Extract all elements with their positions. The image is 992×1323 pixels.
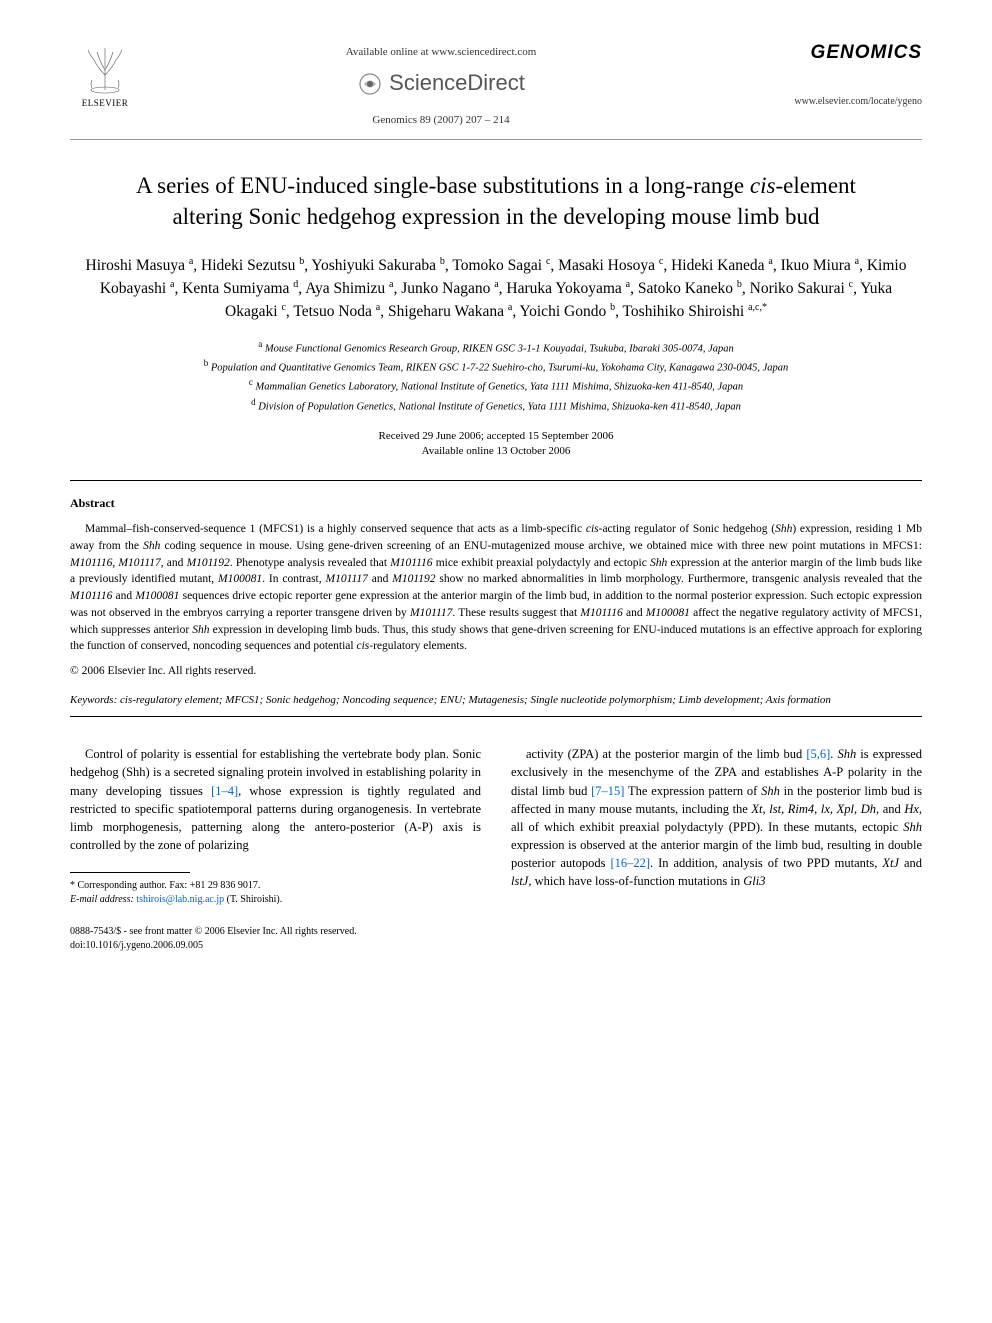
affiliation-item: a Mouse Functional Genomics Research Gro… [70, 338, 922, 357]
journal-reference: Genomics 89 (2007) 207 – 214 [140, 113, 742, 128]
body-para-2: activity (ZPA) at the posterior margin o… [511, 745, 922, 890]
header-right: GENOMICS www.elsevier.com/locate/ygeno [742, 40, 922, 109]
received-date: Received 29 June 2006; accepted 15 Septe… [70, 429, 922, 444]
sciencedirect-text: ScienceDirect [389, 68, 525, 99]
affiliation-item: d Division of Population Genetics, Natio… [70, 396, 922, 415]
authors-list: Hiroshi Masuya a, Hideki Sezutsu b, Yosh… [80, 254, 912, 324]
affiliation-item: b Population and Quantitative Genomics T… [70, 357, 922, 376]
available-online-text: Available online at www.sciencedirect.co… [140, 45, 742, 60]
email-line: E-mail address: tshirois@lab.nig.ac.jp (… [70, 893, 481, 907]
abstract-copyright: © 2006 Elsevier Inc. All rights reserved… [70, 663, 922, 679]
email-address[interactable]: tshirois@lab.nig.ac.jp [136, 894, 224, 905]
body-para-1: Control of polarity is essential for est… [70, 745, 481, 854]
journal-name: GENOMICS [742, 40, 922, 67]
footnotes: * Corresponding author. Fax: +81 29 836 … [70, 879, 481, 907]
column-left: Control of polarity is essential for est… [70, 745, 481, 953]
journal-url: www.elsevier.com/locate/ygeno [742, 95, 922, 109]
affiliation-item: c Mammalian Genetics Laboratory, Nationa… [70, 376, 922, 395]
sciencedirect-icon [357, 71, 383, 97]
sciencedirect-logo: ScienceDirect [140, 68, 742, 99]
email-label: E-mail address: [70, 894, 134, 905]
keywords: Keywords: cis-regulatory element; MFCS1;… [70, 693, 922, 708]
header-rule [70, 139, 922, 140]
email-suffix: (T. Shiroishi). [227, 894, 283, 905]
elsevier-label: ELSEVIER [70, 97, 140, 110]
elsevier-tree-icon [80, 40, 130, 95]
column-right: activity (ZPA) at the posterior margin o… [511, 745, 922, 953]
header-center: Available online at www.sciencedirect.co… [140, 40, 742, 129]
footer-copyright: 0888-7543/$ - see front matter © 2006 El… [70, 925, 481, 939]
abstract-top-rule [70, 480, 922, 481]
article-title: A series of ENU-induced single-base subs… [100, 170, 892, 232]
corresponding-author: * Corresponding author. Fax: +81 29 836 … [70, 879, 481, 893]
footnote-separator [70, 872, 190, 873]
affiliations-list: a Mouse Functional Genomics Research Gro… [70, 338, 922, 415]
online-date: Available online 13 October 2006 [70, 444, 922, 459]
footer-doi: doi:10.1016/j.ygeno.2006.09.005 [70, 939, 481, 953]
footer-info: 0888-7543/$ - see front matter © 2006 El… [70, 925, 481, 953]
abstract-bottom-rule [70, 716, 922, 717]
body-columns: Control of polarity is essential for est… [70, 745, 922, 953]
abstract-body: Mammal–fish-conserved-sequence 1 (MFCS1)… [70, 521, 922, 654]
article-dates: Received 29 June 2006; accepted 15 Septe… [70, 429, 922, 460]
title-italic: cis [750, 173, 776, 198]
elsevier-logo: ELSEVIER [70, 40, 140, 110]
abstract-heading: Abstract [70, 495, 922, 512]
title-pre: A series of ENU-induced single-base subs… [136, 173, 750, 198]
page-header: ELSEVIER Available online at www.science… [70, 40, 922, 129]
